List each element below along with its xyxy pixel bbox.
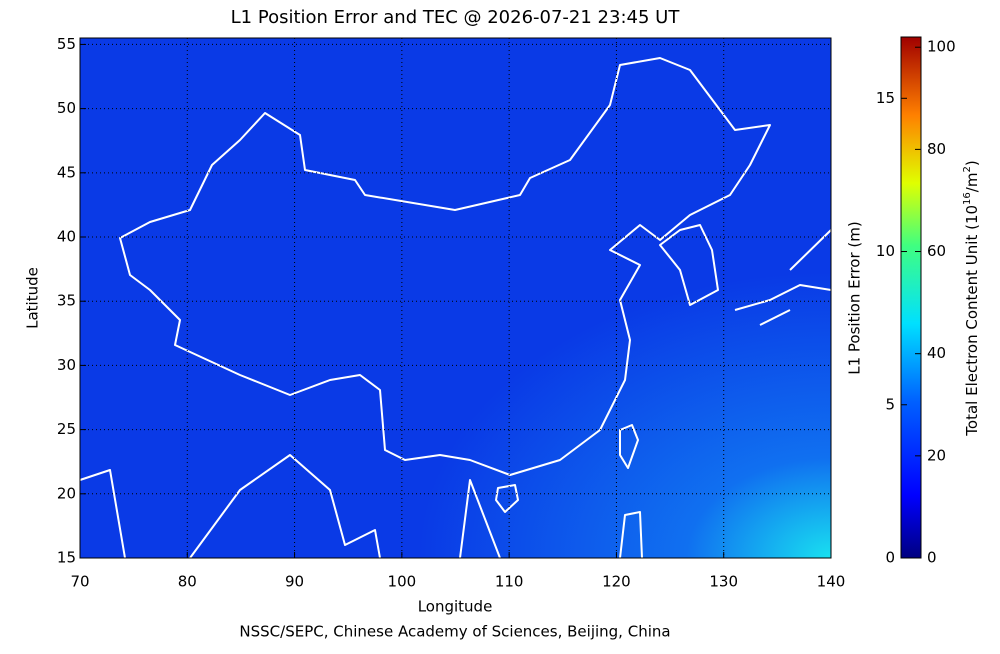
y-axis-label: Latitude xyxy=(24,267,42,329)
y-tick-label: 25 xyxy=(57,420,76,438)
footer: NSSC/SEPC, Chinese Academy of Sciences, … xyxy=(239,623,670,641)
y-tick-label: 45 xyxy=(57,163,76,181)
x-axis-label: Longitude xyxy=(418,598,493,616)
x-tick-label: 120 xyxy=(602,573,631,591)
tec-field xyxy=(80,38,831,558)
label-part: Total Electron Content Unit (10 xyxy=(963,205,981,437)
x-tick-label: 100 xyxy=(388,573,417,591)
x-tick-label: 110 xyxy=(495,573,524,591)
colorbar-right-tick-label: 60 xyxy=(927,242,946,260)
x-tick-label: 140 xyxy=(817,573,846,591)
y-tick-label: 35 xyxy=(57,292,76,310)
colorbar-left-tick-label: 15 xyxy=(876,89,895,107)
label-part: 16 xyxy=(962,192,973,205)
x-tick-label: 130 xyxy=(709,573,738,591)
colorbar-left-label: L1 Position Error (m) xyxy=(846,221,864,375)
x-tick-label: 90 xyxy=(285,573,304,591)
colorbar-left-tick-label: 10 xyxy=(876,242,895,260)
colorbar-right-tick-label: 100 xyxy=(927,38,956,56)
colorbar-left-tick-label: 5 xyxy=(885,395,895,413)
coastlines xyxy=(79,57,832,559)
title: L1 Position Error and TEC @ 2026-07-21 2… xyxy=(231,7,681,28)
colorbar xyxy=(900,36,922,559)
x-tick-label: 80 xyxy=(178,573,197,591)
x-tick-label: 70 xyxy=(70,573,89,591)
colorbar-right-tick-label: 40 xyxy=(927,344,946,362)
colorbar-right-tick-label: 0 xyxy=(927,549,937,567)
colorbar-right-tick-label: 80 xyxy=(927,140,946,158)
y-tick-label: 50 xyxy=(57,99,76,117)
label-part: ) xyxy=(963,160,981,166)
y-tick-label: 30 xyxy=(57,356,76,374)
y-tick-label: 55 xyxy=(57,35,76,53)
colorbar-left-tick-label: 0 xyxy=(885,549,895,567)
label-part: /m xyxy=(963,173,981,193)
y-tick-label: 15 xyxy=(57,549,76,567)
y-tick-label: 20 xyxy=(57,484,76,502)
label-part: 2 xyxy=(962,166,973,172)
y-tick-label: 40 xyxy=(57,228,76,246)
colorbar-right-tick-label: 20 xyxy=(927,446,946,464)
colorbar-right-label: Total Electron Content Unit (1016/m2) xyxy=(962,160,981,436)
